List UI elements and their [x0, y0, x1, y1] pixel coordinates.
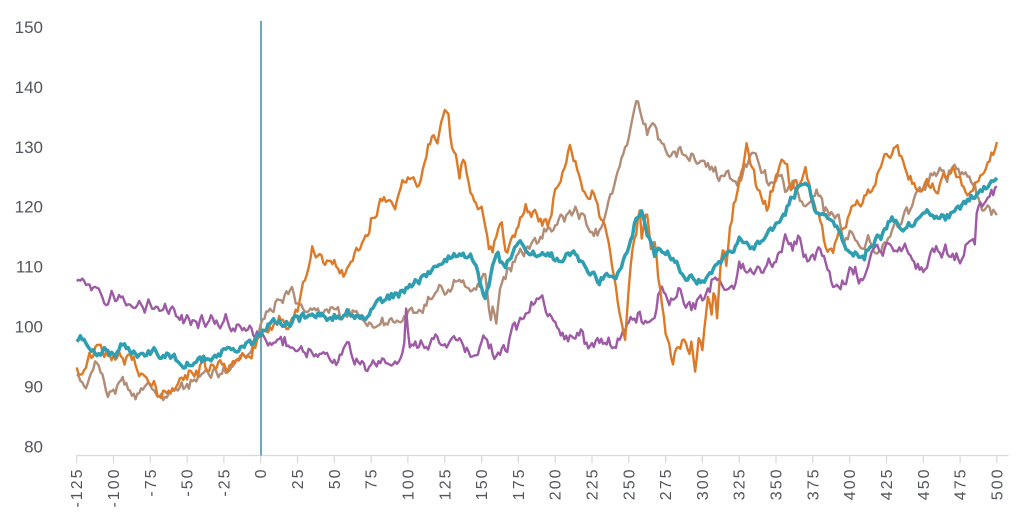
- svg-text:350: 350: [769, 468, 786, 501]
- svg-text:50: 50: [327, 468, 344, 490]
- svg-text:500: 500: [989, 468, 1006, 501]
- svg-text:120: 120: [15, 198, 43, 217]
- svg-text:-125: -125: [69, 468, 86, 508]
- svg-text:-25: -25: [216, 468, 233, 497]
- svg-text:0: 0: [253, 468, 270, 479]
- svg-text:-100: -100: [106, 468, 123, 508]
- svg-text:100: 100: [400, 468, 417, 501]
- svg-text:425: 425: [879, 468, 896, 501]
- svg-text:200: 200: [548, 468, 565, 501]
- svg-text:-50: -50: [180, 468, 197, 497]
- svg-text:150: 150: [474, 468, 491, 501]
- svg-text:400: 400: [842, 468, 859, 501]
- svg-text:25: 25: [290, 468, 307, 490]
- svg-text:140: 140: [15, 78, 43, 97]
- svg-text:300: 300: [695, 468, 712, 501]
- svg-text:250: 250: [621, 468, 638, 501]
- svg-text:325: 325: [732, 468, 749, 501]
- svg-text:90: 90: [24, 378, 43, 397]
- svg-text:125: 125: [437, 468, 454, 501]
- svg-text:110: 110: [16, 258, 43, 277]
- svg-text:150: 150: [15, 18, 43, 37]
- svg-text:75: 75: [364, 468, 381, 490]
- svg-text:-75: -75: [143, 468, 160, 497]
- svg-text:450: 450: [916, 468, 933, 501]
- svg-text:275: 275: [658, 468, 675, 501]
- svg-text:475: 475: [953, 468, 970, 501]
- svg-text:80: 80: [24, 438, 43, 457]
- svg-text:130: 130: [15, 138, 43, 157]
- svg-text:225: 225: [585, 468, 602, 501]
- svg-text:100: 100: [15, 318, 43, 337]
- svg-text:375: 375: [805, 468, 822, 501]
- svg-text:175: 175: [511, 468, 528, 501]
